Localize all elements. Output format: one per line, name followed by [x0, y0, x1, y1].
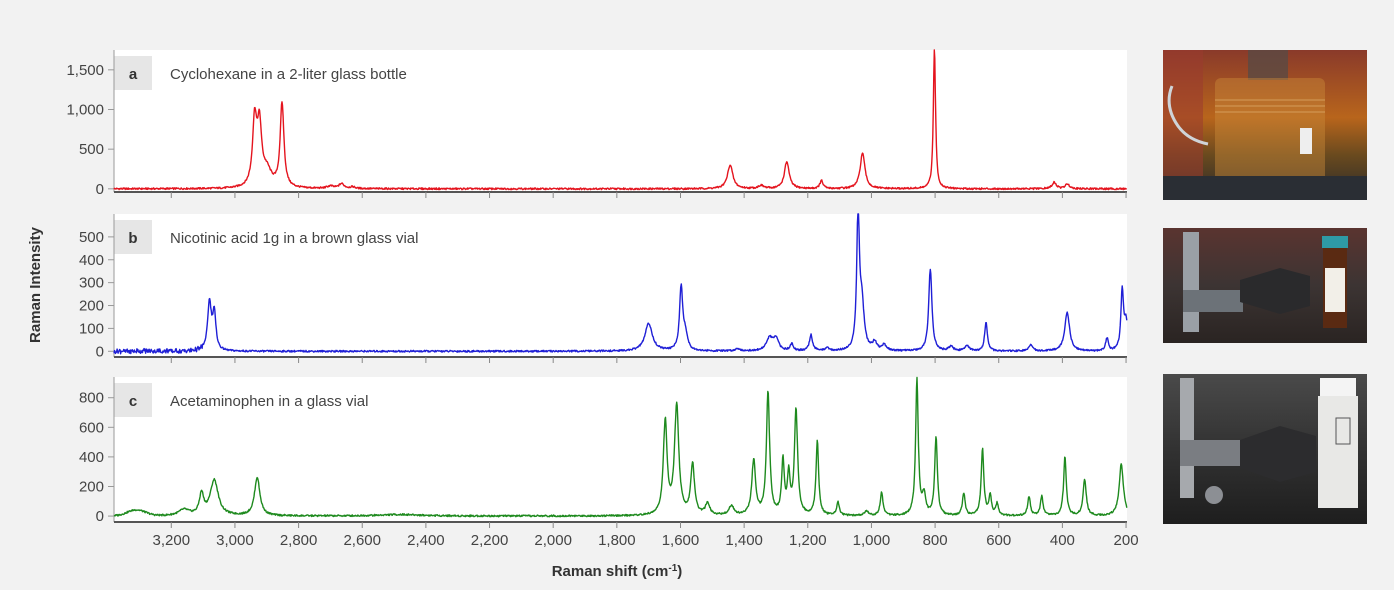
- panel-a-label-box: [114, 56, 152, 90]
- panel-c-title: Acetaminophen in a glass vial: [170, 393, 368, 410]
- panel-a-title: Cyclohexane in a 2-liter glass bottle: [170, 66, 407, 83]
- x-tick-label: 1,800: [598, 532, 636, 549]
- panel-b-y-tick-label: 200: [79, 298, 104, 315]
- x-tick-label: 200: [1114, 532, 1139, 549]
- x-tick-label: 3,000: [216, 532, 254, 549]
- panel-c-letter: c: [129, 393, 137, 410]
- y-axis-label: Raman Intensity: [27, 226, 44, 343]
- panel-a-spectrum-line: [113, 49, 1128, 191]
- panel-b-y-tick-label: 400: [79, 252, 104, 269]
- x-axis-label-text: Raman shift (cm: [552, 563, 669, 580]
- panel-c-area: [114, 377, 1127, 522]
- panel-b-label-box: [114, 220, 152, 254]
- x-tick-label: 800: [923, 532, 948, 549]
- x-tick-label: 3,200: [153, 532, 191, 549]
- x-tick-label: 2,400: [407, 532, 445, 549]
- panel-c-y-tick-label: 800: [79, 390, 104, 407]
- panel-b-area: [114, 214, 1127, 357]
- panel-b-spectrum-line: [113, 213, 1128, 355]
- x-axis-label-close: ): [677, 563, 682, 580]
- x-tick-label: 2,000: [534, 532, 572, 549]
- panel-b-y-tick-label: 100: [79, 320, 104, 337]
- x-tick-label: 2,200: [471, 532, 509, 549]
- x-tick-label: 1,000: [853, 532, 891, 549]
- panel-c-y-tick-label: 0: [96, 508, 104, 525]
- chart-marks: 0 500 1,000 1,500 0 100 200 300 400 500 0 200 400 600…: [66, 49, 1139, 549]
- panel-b-y-tick-label: 0: [96, 343, 104, 360]
- panel-c-label-box: [114, 383, 152, 417]
- x-tick-label: 2,800: [280, 532, 318, 549]
- panel-b-y-tick-label: 500: [79, 229, 104, 246]
- panel-a-y-tick-label: 500: [79, 141, 104, 158]
- panel-c-y-tick-label: 600: [79, 419, 104, 436]
- glass-bottle-photo: [1163, 50, 1367, 200]
- panel-a-y-tick-label: 1,000: [66, 101, 104, 118]
- panel-a-y-tick-label: 1,500: [66, 62, 104, 79]
- x-tick-label: 600: [986, 532, 1011, 549]
- x-tick-label: 1,400: [725, 532, 763, 549]
- brown-vial-photo: [1163, 228, 1367, 343]
- panel-a-letter: a: [129, 66, 138, 83]
- x-tick-label: 1,200: [789, 532, 827, 549]
- panel-b-title: Nicotinic acid 1g in a brown glass vial: [170, 230, 418, 247]
- panel-c-y-tick-label: 400: [79, 449, 104, 466]
- x-axis-label-sup: -1: [668, 563, 677, 574]
- x-tick-label: 2,600: [343, 532, 381, 549]
- x-tick-label: 1,600: [662, 532, 700, 549]
- panel-b-letter: b: [128, 230, 137, 247]
- panel-c-y-tick-label: 200: [79, 478, 104, 495]
- x-tick-label: 400: [1050, 532, 1075, 549]
- x-axis-label: Raman shift (cm-1): [552, 563, 683, 580]
- panel-b-y-tick-label: 300: [79, 275, 104, 292]
- panel-c-spectrum-line: [113, 376, 1128, 518]
- white-vial-photo: [1163, 374, 1367, 524]
- panel-a-y-tick-label: 0: [96, 181, 104, 198]
